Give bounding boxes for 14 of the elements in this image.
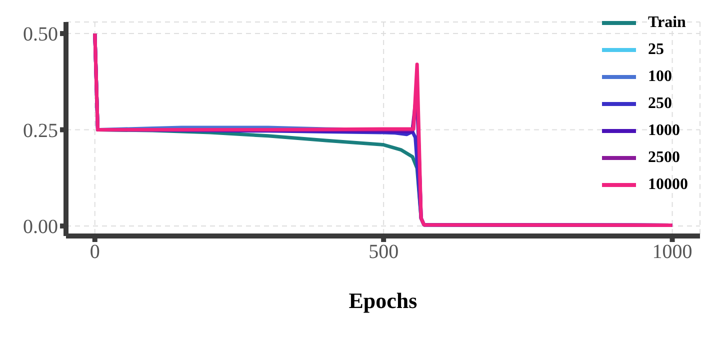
- legend-label: 1000: [648, 122, 680, 140]
- legend-label: 10000: [648, 176, 688, 194]
- y-tick-label: 0.50: [23, 24, 58, 46]
- legend-label: 25: [648, 40, 664, 58]
- y-tick-label: 0.00: [23, 216, 58, 238]
- legend-label: Train: [648, 14, 686, 32]
- legend-label: 2500: [648, 148, 680, 166]
- y-tick-label: 0.25: [23, 120, 58, 142]
- x-tick-label: 500: [368, 241, 399, 264]
- x-axis-title: Epochs: [348, 288, 418, 313]
- x-tick-label: 0: [90, 241, 100, 264]
- x-tick-label: 1000: [652, 241, 692, 264]
- legend-label: 250: [648, 94, 672, 112]
- legend-label: 100: [648, 68, 672, 86]
